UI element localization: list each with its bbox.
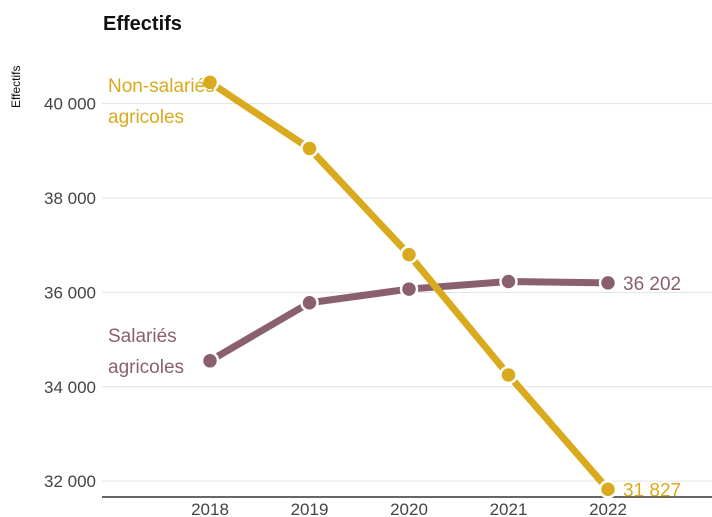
series-name-label: agricoles bbox=[108, 107, 184, 128]
data-point bbox=[399, 279, 419, 299]
series-end-value-label: 36 202 bbox=[623, 274, 681, 295]
data-point bbox=[200, 351, 220, 371]
x-tick-label: 2018 bbox=[191, 500, 229, 517]
data-point bbox=[499, 365, 518, 385]
data-point bbox=[598, 273, 618, 293]
series-name-label: Salariés bbox=[108, 326, 177, 347]
data-point bbox=[598, 480, 618, 499]
series-lines bbox=[200, 73, 618, 499]
y-axis-label: Effectifs bbox=[9, 66, 23, 108]
series-labels: Non-salariés agricoles 31 827 Salariés agric… bbox=[108, 76, 681, 501]
x-tick-label: 2019 bbox=[291, 500, 329, 517]
y-tick-label: 38 000 bbox=[44, 189, 96, 208]
series-end-value-label: 31 827 bbox=[623, 480, 681, 501]
x-tick-label: 2022 bbox=[589, 500, 627, 517]
data-point bbox=[200, 73, 220, 92]
data-point bbox=[300, 139, 319, 158]
data-point bbox=[399, 245, 419, 264]
y-tick-label: 36 000 bbox=[44, 283, 96, 302]
chart-title: Effectifs bbox=[103, 13, 182, 35]
x-axis-ticks: 2018 2019 2020 2021 2022 bbox=[191, 500, 627, 517]
y-tick-label: 32 000 bbox=[44, 472, 96, 491]
y-tick-label: 34 000 bbox=[44, 378, 96, 397]
x-tick-label: 2020 bbox=[390, 500, 428, 517]
x-tick-label: 2021 bbox=[490, 500, 528, 517]
series-name-label: agricoles bbox=[108, 357, 184, 378]
data-point bbox=[499, 272, 518, 291]
y-tick-label: 40 000 bbox=[44, 95, 96, 114]
data-point bbox=[300, 293, 319, 313]
y-axis-ticks: 32 000 34 000 36 000 38 000 40 000 bbox=[44, 95, 96, 492]
series-name-label: Non-salariés bbox=[108, 76, 215, 97]
